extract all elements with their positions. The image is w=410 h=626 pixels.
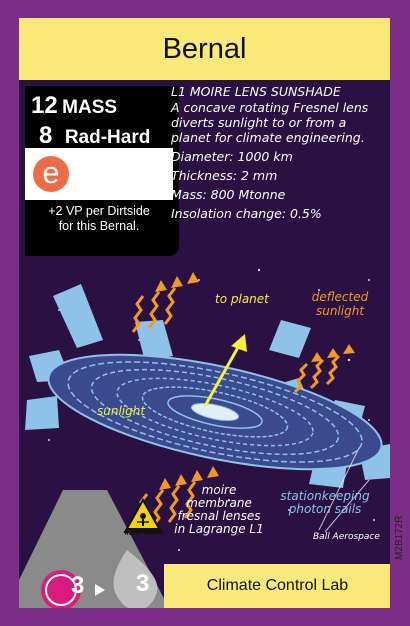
sunlight-label: sunlight [97, 404, 146, 418]
deflected-line2: sunlight [315, 304, 365, 318]
to-planet-label: to planet [215, 292, 269, 306]
to-planet-arrow [203, 334, 247, 407]
deflected-line1: deflected [311, 290, 369, 304]
description-header: L1 MOIRE LENS SUNSHADE [171, 84, 341, 99]
faction-name: Climate Control Lab [206, 577, 349, 594]
moire-line2: fresnal lenses [177, 509, 261, 523]
spec-insolation: Insolation change: 0.5% [171, 206, 322, 221]
card-code: M2B172R [394, 515, 405, 560]
moire-label: moire membrane fresnal lenses in Lagrang… [169, 484, 269, 536]
title-banner: Bernal [19, 18, 390, 80]
stationkeeping-label: stationkeeping photon sails [277, 490, 373, 516]
radhard-value: 8 [39, 122, 53, 149]
stars [48, 268, 375, 551]
stationkeeping-line1: stationkeeping [280, 489, 370, 503]
stationkeeping-line2: photon sails [288, 502, 362, 516]
description-line2: diverts sunlight to or from a [171, 115, 347, 130]
spec-diameter: Diameter: 1000 km [171, 149, 293, 164]
deflected-label: deflected sunlight [305, 290, 375, 318]
type-box: e [25, 148, 173, 200]
description-line1: A concave rotating Fresnel lens [171, 100, 369, 115]
card-inner: Bernal 12 MASS 8 Rad-Hard e +2 VP per Di… [19, 18, 390, 608]
sail-tethers [318, 447, 370, 533]
moire-line3: in Lagrange L1 [174, 522, 264, 536]
card-title: Bernal [162, 32, 247, 65]
moire-line1: moire membrane [186, 483, 252, 510]
hazard-text: HUMAN TENDERS [125, 531, 165, 536]
credit-label: Ball Aerospace [313, 532, 380, 542]
electric-type-icon: e [33, 156, 69, 192]
vp-text-line2: for this Bernal. [58, 219, 140, 233]
upgrade-to-number: 3 [136, 570, 150, 597]
mass-label: MASS [62, 97, 118, 118]
radhard-label: Rad-Hard [64, 127, 151, 148]
mass-stat: 12 MASS [31, 92, 117, 120]
radhard-stat: 8 Rad-Hard [39, 122, 150, 150]
spec-thickness: Thickness: 2 mm [171, 168, 278, 183]
upgrade-from-number: 3 [71, 572, 85, 599]
sunlight-arrowheads [155, 272, 355, 490]
sunlight-arrows [131, 287, 341, 531]
mass-value: 12 [31, 92, 58, 119]
description-line3: planet for climate engineering. [171, 130, 365, 145]
vp-text: +2 VP per Dirtside for this Bernal. [27, 204, 171, 234]
description: L1 MOIRE LENS SUNSHADE A concave rotatin… [171, 84, 385, 221]
faction-banner: Climate Control Lab [164, 564, 390, 608]
hazard-sign-icon [123, 497, 163, 533]
moire-lens [47, 353, 383, 471]
spec-mass: Mass: 800 Mtonne [171, 187, 286, 202]
vp-text-line1: +2 VP per Dirtside [48, 204, 150, 218]
